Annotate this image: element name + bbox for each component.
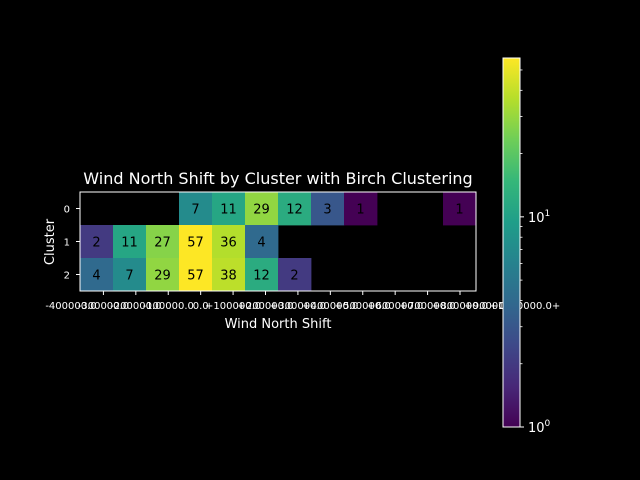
heatmap-cell [245,225,279,259]
heatmap-cell [278,192,312,226]
cell-value-label: 29 [154,269,171,284]
cell-value-label: 2 [290,269,298,284]
x-tick-label: +800000.0 [432,301,488,312]
cell-value-label: 4 [257,236,265,251]
y-axis-label: Cluster [43,218,58,265]
x-tick-label: -200000.0 [110,301,161,312]
x-tick-label: +600000.0 [367,301,423,312]
cell-value-label: 11 [220,203,237,218]
heatmap-cell [179,258,213,292]
cell-value-label: 4 [92,269,100,284]
x-tick-label: +500000.0 [335,301,391,312]
heatmap-cell [212,192,246,226]
heatmap-cell [146,258,180,292]
x-axis-ticks: -400000.0-300000.0-200000.0-100000.00.0+… [45,291,560,312]
heatmap-cell [278,258,312,292]
colorbar-tick-label: 100 [528,419,551,436]
colorbar-tick-label: 101 [528,209,550,226]
cell-value-label: 27 [154,236,171,251]
x-tick-label: +200000.0 [237,301,293,312]
y-axis-ticks: 0 1 2 [64,205,80,282]
cell-value-label: 12 [286,203,303,218]
heatmap-cell [311,192,345,226]
x-tick-label: +300000.0 [270,301,326,312]
heatmap-cell [179,192,213,226]
heatmap-cell [113,225,147,259]
heatmap-cell [179,225,213,259]
x-tick-label: +1000000.0+ [489,301,560,312]
y-tick-label: 0 [64,205,70,216]
x-tick-label: +900000.0 [464,301,520,312]
x-tick-label: +400000.0 [302,301,358,312]
heatmap-cell [80,225,114,259]
cell-value-label: 3 [323,203,331,218]
heatmap-cell [245,258,279,292]
cell-value-label: 38 [220,269,237,284]
y-tick-label: 2 [64,271,70,282]
colorbar-ticks: 100 101 [520,69,551,436]
cell-value-label: 11 [121,236,138,251]
heatmap-cell [146,225,180,259]
y-tick-label: 1 [64,238,70,249]
heatmap-cell [113,258,147,292]
x-tick-label: -300000.0 [78,301,129,312]
x-tick-label: 0.0 [193,301,209,312]
heatmap-cell [443,192,477,226]
x-tick-label: +700000.0 [400,301,456,312]
cell-value-label: 57 [187,236,204,251]
chart-title: Wind North Shift by Cluster with Birch C… [83,169,472,188]
heatmap-cell [212,225,246,259]
x-tick-label: -400000.0 [45,301,96,312]
x-axis-label: Wind North Shift [225,317,332,332]
x-tick-label: +100000.0 [205,301,261,312]
x-tick-label: -100000.0 [143,301,194,312]
heatmap-cell [344,192,378,226]
heatmap-cells: 7 11 29 12 3 1 12 11 27 57 36 44 7 29 57 38 12 2 [80,192,477,292]
cell-value-label: 57 [187,269,204,284]
cell-value-label: 2 [92,236,100,251]
cell-value-label: 1 [356,203,364,218]
heatmap-cell [245,192,279,226]
cell-value-label: 29 [253,203,270,218]
cell-value-label: 7 [125,269,133,284]
heatmap-cell [80,258,114,292]
heatmap-cell [212,258,246,292]
colorbar [502,57,521,428]
cell-value-label: 1 [455,203,463,218]
cell-value-label: 36 [220,236,237,251]
cell-value-label: 12 [253,269,270,284]
cell-value-label: 7 [191,203,199,218]
